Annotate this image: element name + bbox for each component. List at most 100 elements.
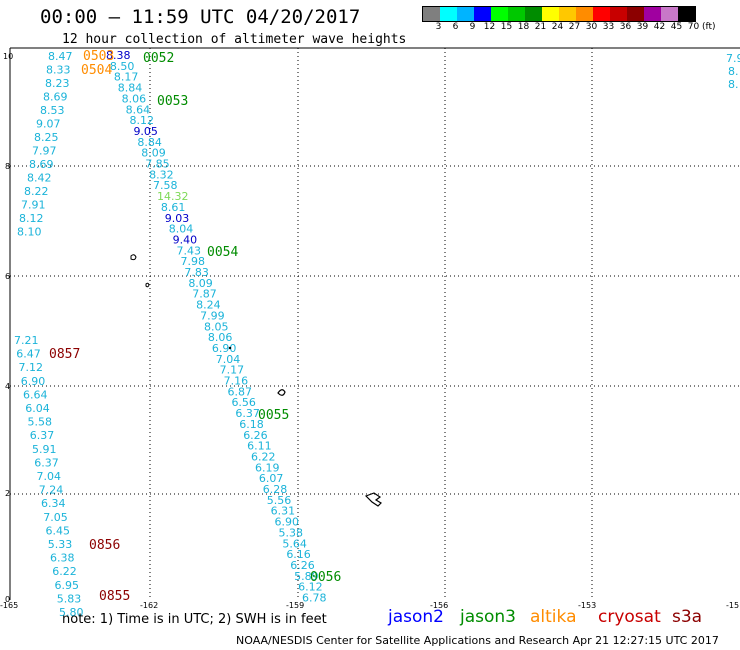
x-tick-label: -156 [430, 601, 448, 610]
swh-value: 7.97 [32, 145, 57, 158]
swh-value: 8.24 [196, 299, 221, 312]
swh-value: 7.9 [726, 52, 740, 65]
swh-value: 6.90 [21, 375, 46, 388]
swh-value: 8.12 [19, 212, 44, 225]
swh-value: 8.09 [141, 147, 166, 160]
island-dot [228, 346, 232, 350]
swh-value: 8.09 [188, 277, 213, 290]
color-scale-label: 21 [534, 22, 547, 32]
legend-s3a: s3a [672, 607, 703, 627]
color-scale-label: 3 [435, 22, 442, 32]
color-scale-label: 42 [653, 22, 666, 32]
swh-value: 6.12 [298, 581, 323, 594]
swh-value: 7.24 [39, 484, 64, 497]
swh-value: 6.87 [228, 385, 253, 398]
swh-value: 8.69 [29, 158, 54, 171]
swh-value: 8.12 [130, 114, 155, 127]
legend-jason3: jason3 [460, 607, 516, 627]
swh-value: 8. [728, 65, 739, 78]
color-scale-label: 39 [636, 22, 649, 32]
swh-value: 9.40 [173, 233, 198, 246]
swh-value: 7.04 [37, 470, 62, 483]
y-tick-label: 4 [5, 382, 10, 391]
swh-value: 6.37 [235, 407, 259, 420]
swh-value: 8.64 [126, 103, 151, 116]
swh-value: 7.98 [180, 255, 205, 268]
color-swatch [559, 7, 576, 21]
swh-value: 8.25 [34, 131, 59, 144]
swh-value: 7.16 [224, 375, 249, 388]
y-tick-label: 10 [3, 52, 13, 61]
color-scale-bar [422, 6, 696, 22]
swh-value: 6.11 [247, 440, 272, 453]
color-scale-label: 9 [469, 22, 476, 32]
color-swatch [525, 7, 542, 21]
color-swatch [627, 7, 644, 21]
swh-value: 6.90 [212, 342, 237, 355]
swh-value: 8.10 [17, 226, 42, 239]
time-label: 0053 [157, 94, 188, 109]
island-shape [130, 254, 137, 261]
swh-value: 7.58 [153, 179, 178, 192]
time-label: 0856 [89, 538, 120, 553]
color-swatch [678, 7, 695, 21]
legend-cryosat: cryosat [598, 607, 661, 627]
swh-value: 7.04 [216, 353, 241, 366]
legend-note: note: 1) Time is in UTC; 2) SWH is in fe… [62, 612, 327, 627]
swh-value: 5.89 [294, 570, 319, 583]
swh-value: 8.32 [149, 168, 174, 181]
swh-value: 5.91 [32, 443, 57, 456]
swh-value: 6.26 [290, 559, 315, 572]
swh-value: 7.85 [145, 158, 170, 171]
x-tick-label: -165 [0, 601, 18, 610]
swh-value: 6.22 [251, 450, 275, 463]
swh-value: 8.04 [169, 223, 194, 236]
color-swatch [457, 7, 474, 21]
swh-value: 6.78 [302, 592, 327, 605]
swh-value: 7.99 [200, 309, 225, 322]
swh-value: 8.22 [24, 185, 49, 198]
swh-value: 5.58 [28, 416, 53, 429]
swh-value: 14.32 [157, 190, 189, 203]
swh-value: 6.90 [275, 516, 300, 529]
swh-value: 5.56 [267, 494, 292, 507]
swh-value: 6.18 [239, 418, 264, 431]
swh-value: 7.43 [177, 244, 202, 257]
swh-value: 7.17 [220, 364, 245, 377]
swh-value: 7.21 [14, 334, 39, 347]
swh-value: 8.50 [110, 60, 135, 73]
swh-value: 6.64 [23, 388, 48, 401]
swh-value: 7.12 [19, 361, 44, 374]
swh-value: 8.84 [118, 82, 143, 95]
swh-value: 8.61 [161, 201, 186, 214]
color-swatch [440, 7, 457, 21]
swh-value: 8.69 [43, 91, 68, 104]
swh-value: 8.84 [137, 136, 162, 149]
swh-value: 6.28 [263, 483, 288, 496]
swh-value: 9.07 [36, 118, 61, 131]
swh-value: 6.56 [231, 396, 256, 409]
swh-value: 6.04 [25, 402, 50, 415]
time-label: 0055 [258, 408, 289, 423]
swh-value: 6.95 [55, 579, 80, 592]
swh-value: 8.23 [45, 77, 70, 90]
color-scale-label: 33 [602, 22, 615, 32]
time-label: 0857 [49, 347, 80, 362]
swh-value: 5.64 [282, 537, 307, 550]
time-label: 0052 [143, 51, 174, 66]
swh-value: 8.38 [106, 49, 131, 62]
time-label: 0054 [207, 245, 238, 260]
swh-value: 7.91 [21, 199, 46, 212]
time-label: 0504 [81, 63, 112, 78]
swh-value: 6.07 [259, 472, 284, 485]
swh-value: 6.31 [271, 505, 296, 518]
chart-title: 00:00 — 11:59 UTC 04/20/2017 [40, 6, 361, 28]
swh-value: 9.03 [165, 212, 190, 225]
color-swatch [491, 7, 508, 21]
color-swatch [474, 7, 491, 21]
swh-value: 7.83 [184, 266, 209, 279]
color-swatch [542, 7, 559, 21]
color-swatch [576, 7, 593, 21]
color-scale-label: 24 [551, 22, 564, 32]
